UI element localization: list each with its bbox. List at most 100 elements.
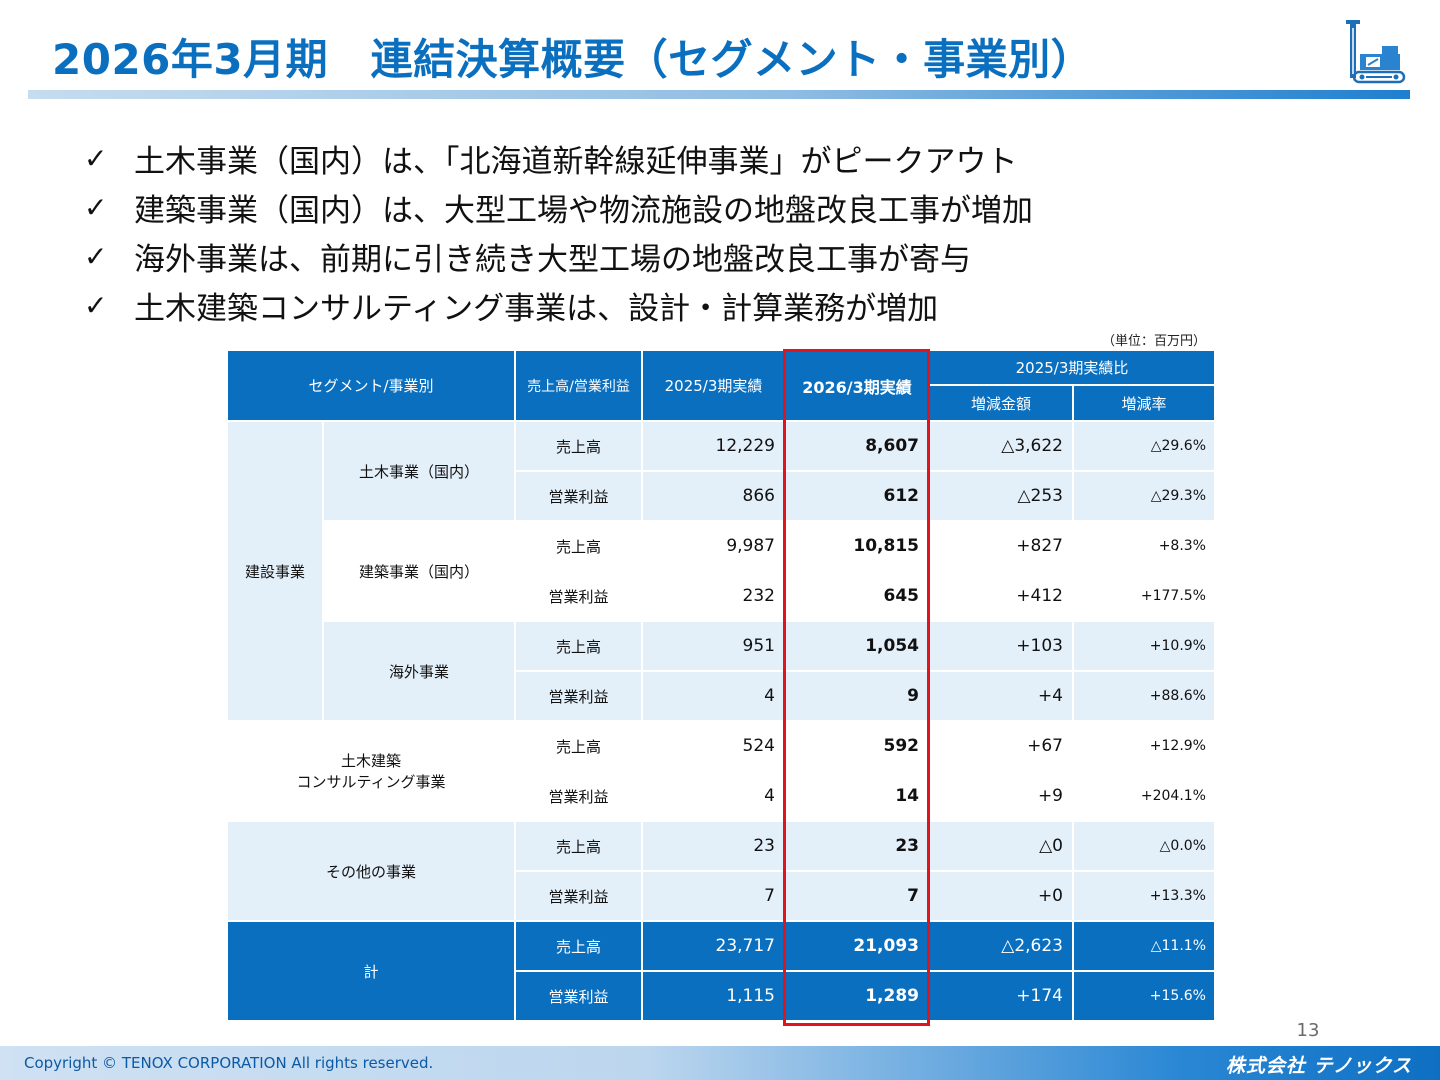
- cell-fy2026: 9: [784, 670, 930, 722]
- bullet-item: ✓ 土木事業（国内）は、「北海道新幹線延伸事業」がピークアウト: [84, 134, 1033, 183]
- cell-fy2025: 23: [641, 820, 786, 872]
- row-label-sales: 売上高: [514, 620, 643, 672]
- row-label-sales: 売上高: [514, 520, 643, 572]
- unit-note: （単位：百万円）: [1101, 334, 1206, 349]
- header-compare: 2025/3期実績比: [928, 349, 1216, 386]
- group-other: その他の事業: [226, 820, 516, 922]
- cell-fy2025: 4: [641, 770, 786, 822]
- cell-diff: +174: [928, 970, 1074, 1022]
- group-consulting-line1: 土木建築: [340, 752, 401, 770]
- header-rate: 増減率: [1072, 384, 1216, 422]
- header-fy2026: 2026/3期実績: [784, 349, 930, 422]
- cell-fy2025: 1,115: [641, 970, 786, 1022]
- row-label-sales: 売上高: [514, 420, 643, 472]
- cell-fy2025: 9,987: [641, 520, 786, 572]
- cell-fy2026: 7: [784, 870, 930, 922]
- bullet-text: 土木事業（国内）は、「北海道新幹線延伸事業」がピークアウト: [134, 144, 1018, 180]
- cell-fy2026: 1,054: [784, 620, 930, 672]
- group-total: 計: [226, 920, 516, 1022]
- cell-fy2026: 645: [784, 570, 930, 622]
- row-label-profit: 営業利益: [514, 670, 643, 722]
- cell-diff: +67: [928, 720, 1074, 772]
- cell-rate: +88.6%: [1072, 670, 1216, 722]
- cell-diff: +9: [928, 770, 1074, 822]
- row-label-profit: 営業利益: [514, 770, 643, 822]
- group-construction: 建設事業: [226, 420, 324, 722]
- checkmark-icon: ✓: [84, 142, 108, 175]
- page-number: 13: [1296, 1020, 1320, 1041]
- bullet-item: ✓ 土木建築コンサルティング事業は、設計・計算業務が増加: [84, 281, 1033, 330]
- header-diff: 増減金額: [928, 384, 1074, 422]
- bullet-item: ✓ 海外事業は、前期に引き続き大型工場の地盤改良工事が寄与: [84, 232, 1033, 281]
- row-label-profit: 営業利益: [514, 470, 643, 522]
- cell-fy2026: 612: [784, 470, 930, 522]
- row-label-sales: 売上高: [514, 920, 643, 972]
- bullet-item: ✓ 建築事業（国内）は、大型工場や物流施設の地盤改良工事が増加: [84, 183, 1033, 232]
- cell-fy2025: 12,229: [641, 420, 786, 472]
- cell-rate: +12.9%: [1072, 720, 1216, 772]
- cell-rate: +15.6%: [1072, 970, 1216, 1022]
- cell-fy2026: 23: [784, 820, 930, 872]
- cell-rate: +10.9%: [1072, 620, 1216, 672]
- page-title: 2026年3月期 連結決算概要（セグメント・事業別）: [52, 35, 1094, 84]
- cell-fy2025: 4: [641, 670, 786, 722]
- title-underline: [28, 90, 1410, 99]
- header-fy2025: 2025/3期実績: [641, 349, 786, 422]
- cell-fy2026: 14: [784, 770, 930, 822]
- cell-fy2026: 10,815: [784, 520, 930, 572]
- group-civil-domestic: 土木事業（国内）: [322, 420, 516, 522]
- cell-rate: △29.3%: [1072, 470, 1216, 522]
- group-consulting: 土木建築 コンサルティング事業: [226, 720, 516, 822]
- cell-fy2026: 8,607: [784, 420, 930, 472]
- cell-fy2025: 7: [641, 870, 786, 922]
- checkmark-icon: ✓: [84, 289, 108, 322]
- cell-rate: +13.3%: [1072, 870, 1216, 922]
- bullet-text: 土木建築コンサルティング事業は、設計・計算業務が増加: [134, 291, 939, 327]
- table-row: 建設事業 土木事業（国内） 売上高 12,229 8,607 △3,622 △2…: [226, 420, 1216, 722]
- row-label-profit: 営業利益: [514, 970, 643, 1022]
- bullet-list: ✓ 土木事業（国内）は、「北海道新幹線延伸事業」がピークアウト ✓ 建築事業（国内）…: [84, 134, 1033, 330]
- cell-fy2025: 23,717: [641, 920, 786, 972]
- group-overseas: 海外事業: [322, 620, 516, 722]
- header-segment: セグメント/事業別: [226, 349, 516, 422]
- cell-fy2025: 232: [641, 570, 786, 622]
- cell-rate: +204.1%: [1072, 770, 1216, 822]
- cell-diff: +412: [928, 570, 1074, 622]
- cell-fy2026: 1,289: [784, 970, 930, 1022]
- row-label-sales: 売上高: [514, 820, 643, 872]
- cell-diff: +0: [928, 870, 1074, 922]
- cell-rate: △0.0%: [1072, 820, 1216, 872]
- cell-diff: △0: [928, 820, 1074, 872]
- checkmark-icon: ✓: [84, 240, 108, 273]
- table-row: その他の事業 売上高 23 23 △0 △0.0%: [226, 820, 1216, 922]
- cell-fy2026: 21,093: [784, 920, 930, 972]
- drilling-rig-icon: [1346, 20, 1406, 84]
- cell-rate: △29.6%: [1072, 420, 1216, 472]
- cell-diff: +827: [928, 520, 1074, 572]
- cell-rate: △11.1%: [1072, 920, 1216, 972]
- cell-fy2025: 951: [641, 620, 786, 672]
- bullet-text: 海外事業は、前期に引き続き大型工場の地盤改良工事が寄与: [134, 242, 971, 278]
- header-type: 売上高/営業利益: [514, 349, 643, 422]
- cell-diff: △3,622: [928, 420, 1074, 472]
- table-row: 海外事業 売上高 951 1,054 +103 +10.9%: [227, 620, 1216, 722]
- cell-fy2026: 592: [784, 720, 930, 772]
- checkmark-icon: ✓: [84, 191, 108, 224]
- bullet-text: 建築事業（国内）は、大型工場や物流施設の地盤改良工事が増加: [134, 193, 1033, 229]
- table-row-total: 計 売上高 23,717 21,093 △2,623 △11.1%: [226, 920, 1216, 1022]
- cell-diff: △2,623: [928, 920, 1074, 972]
- company-logo: 株式会社 テノックス: [1225, 1055, 1412, 1077]
- table-row: 建築事業（国内） 売上高 9,987 10,815 +827 +8.3%: [227, 520, 1216, 622]
- group-building-domestic: 建築事業（国内）: [322, 520, 516, 622]
- footer-bar: Copyright © TENOX CORPORATION All rights…: [0, 1046, 1440, 1080]
- table-row: 土木建築 コンサルティング事業 売上高 524 592 +67 +12.9%: [226, 720, 1216, 822]
- segment-results-table: セグメント/事業別 売上高/営業利益 2025/3期実績 2026/3期実績 2…: [226, 349, 1216, 1022]
- row-label-sales: 売上高: [514, 720, 643, 772]
- cell-fy2025: 866: [641, 470, 786, 522]
- group-consulting-line2: コンサルティング事業: [296, 773, 446, 791]
- cell-rate: +177.5%: [1072, 570, 1216, 622]
- cell-fy2025: 524: [641, 720, 786, 772]
- cell-diff: +4: [928, 670, 1074, 722]
- cell-diff: △253: [928, 470, 1074, 522]
- copyright-text: Copyright © TENOX CORPORATION All rights…: [24, 1054, 434, 1072]
